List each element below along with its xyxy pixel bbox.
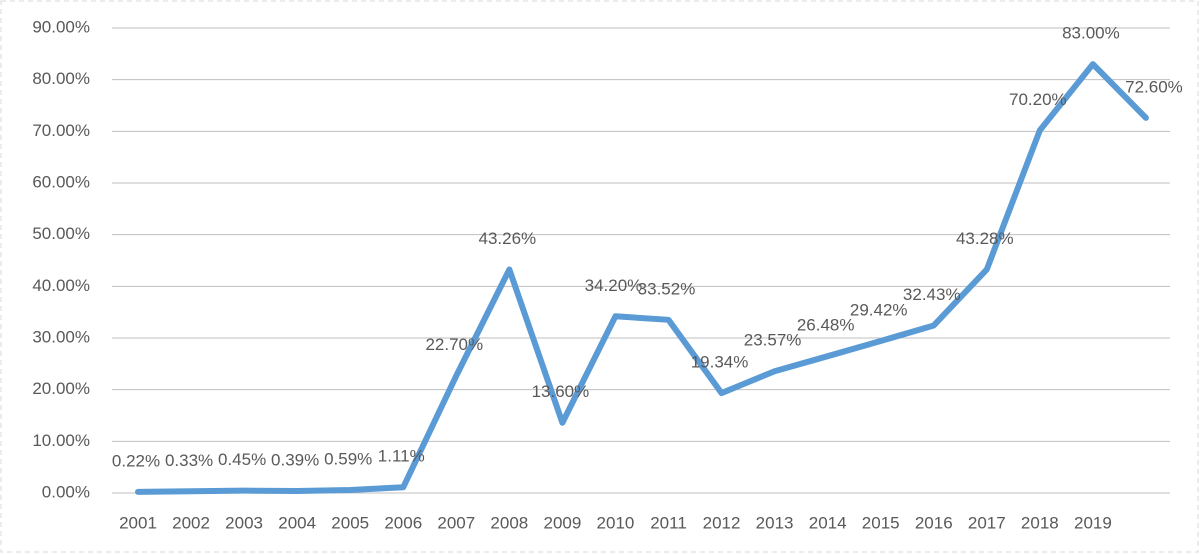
x-tick-label: 2003	[225, 513, 263, 532]
y-tick-label: 30.00%	[32, 327, 90, 346]
x-tick-label: 2001	[119, 513, 157, 532]
data-label: 0.33%	[165, 451, 213, 470]
data-label: 29.42%	[850, 300, 908, 319]
y-tick-label: 20.00%	[32, 379, 90, 398]
x-tick-label: 2017	[968, 513, 1006, 532]
data-label: 70.20%	[1009, 90, 1067, 109]
x-tick-label: 2011	[650, 513, 687, 532]
data-label: 43.28%	[956, 229, 1014, 248]
line	[135, 61, 1149, 495]
y-tick-label: 70.00%	[32, 121, 90, 140]
data-label: 26.48%	[797, 316, 855, 335]
x-tick-label: 2008	[490, 513, 528, 532]
data-label: 32.43%	[903, 285, 961, 304]
x-tick-label: 2019	[1074, 513, 1112, 532]
x-tick-label: 2018	[1021, 513, 1059, 532]
data-label: 0.22%	[112, 451, 160, 470]
x-tick-label: 2013	[756, 513, 794, 532]
data-label: 34.20%	[585, 276, 643, 295]
y-tick-label: 10.00%	[32, 431, 90, 450]
x-tick-label: 2007	[437, 513, 475, 532]
y-tick-label: 40.00%	[32, 276, 90, 295]
data-label: 19.34%	[691, 353, 749, 372]
x-tick-label: 2002	[172, 513, 210, 532]
x-tick-label: 2005	[331, 513, 369, 532]
x-tick-label: 2004	[278, 513, 316, 532]
x-tick-label: 2006	[384, 513, 422, 532]
y-tick-label: 90.00%	[32, 17, 90, 36]
y-tick-label: 0.00%	[42, 482, 90, 501]
data-label: 43.26%	[479, 229, 537, 248]
x-tick-label: 2009	[543, 513, 581, 532]
data-label: 0.59%	[324, 449, 372, 468]
data-label: 22.70%	[425, 335, 483, 354]
x-tick-label: 2012	[703, 513, 741, 532]
data-label: 72.60%	[1125, 77, 1183, 96]
y-tick-label: 50.00%	[32, 224, 90, 243]
y-tick-label: 60.00%	[32, 172, 90, 191]
x-tick-label: 2014	[809, 513, 847, 532]
data-label: 83.00%	[1062, 24, 1120, 43]
data-label: 13.60%	[532, 382, 590, 401]
data-label: 0.39%	[271, 450, 319, 469]
x-tick-label: 2016	[915, 513, 953, 532]
data-label: 1.11%	[378, 447, 425, 466]
y-tick-label: 80.00%	[32, 69, 90, 88]
x-tick-label: 2010	[597, 513, 635, 532]
data-label: 23.57%	[744, 331, 802, 350]
data-label: 0.45%	[218, 450, 266, 469]
data-label: 33.52%	[638, 279, 696, 298]
x-tick-label: 2015	[862, 513, 900, 532]
